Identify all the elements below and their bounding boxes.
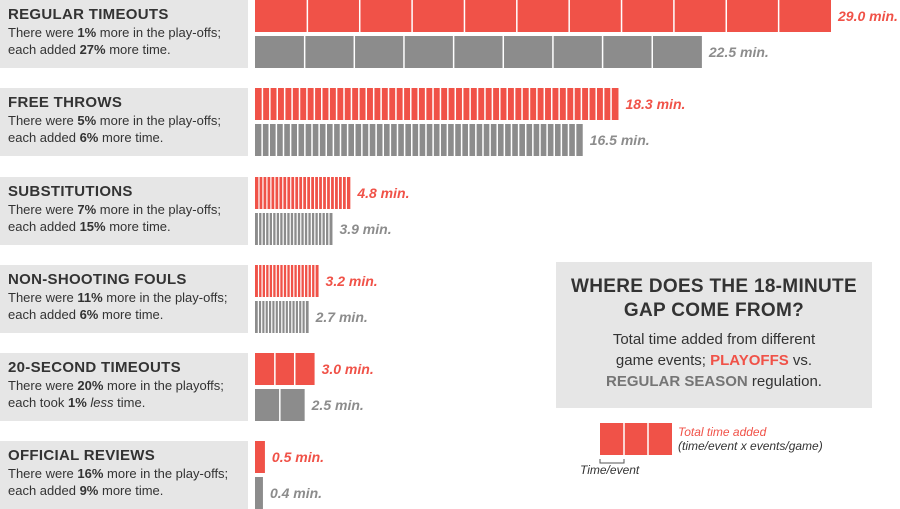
callout-playoffs-label: PLAYOFFS [710, 352, 789, 369]
callout-regular-label: REGULAR SEASON [606, 373, 748, 390]
value-label-playoffs: 3.0 min. [322, 361, 374, 377]
callout-title: WHERE DOES THE 18-MINUTE GAP COME FROM? [556, 275, 872, 323]
category-panel: REGULAR TIMEOUTS There were 1% more in th… [0, 0, 248, 68]
value-label-regular: 16.5 min. [590, 132, 650, 148]
category-description: There were 1% more in the play-offs; eac… [8, 25, 221, 57]
category-description: There were 7% more in the play-offs; eac… [8, 202, 221, 234]
category-panel: OFFICIAL REVIEWS There were 16% more in t… [0, 441, 248, 509]
value-label-regular: 2.7 min. [315, 309, 368, 325]
category-description: There were 16% more in the play-offs; ea… [8, 466, 229, 498]
callout-body-pre: game events; [615, 352, 711, 369]
value-label-regular: 3.9 min. [339, 221, 391, 237]
category-title: OFFICIAL REVIEWS [8, 447, 156, 464]
legend-bar [600, 423, 672, 455]
category-title: REGULAR TIMEOUTS [8, 6, 169, 23]
category-title: 20-SECOND TIMEOUTS [8, 359, 181, 376]
bar-playoffs [255, 88, 619, 120]
bar-playoffs [255, 0, 831, 32]
bar-regular [255, 36, 702, 68]
category-title: NON-SHOOTING FOULS [8, 271, 187, 288]
category-panel: NON-SHOOTING FOULS There were 11% more in… [0, 265, 248, 333]
category-title: SUBSTITUTIONS [8, 183, 133, 200]
bar-regular [255, 477, 263, 509]
callout-title-line1: WHERE DOES THE 18-MINUTE [571, 276, 857, 297]
value-label-playoffs: 3.2 min. [326, 273, 378, 289]
category-title: FREE THROWS [8, 94, 123, 111]
callout-box: WHERE DOES THE 18-MINUTE GAP COME FROM? … [556, 262, 872, 408]
category-description: There were 11% more in the play-offs; ea… [8, 290, 228, 322]
legend-bracket [599, 459, 625, 464]
callout-body: Total time added from different game eve… [556, 329, 872, 392]
legend-formula-label: (time/event x events/game) [678, 439, 823, 453]
bar-playoffs [255, 353, 315, 385]
category-panel: SUBSTITUTIONS There were 7% more in the p… [0, 177, 248, 245]
callout-vs: vs. [788, 352, 813, 369]
category-description: There were 5% more in the play-offs; eac… [8, 113, 221, 145]
legend-unit-label: Time/event [580, 463, 640, 477]
value-label-playoffs: 18.3 min. [625, 96, 685, 112]
category-panel: 20-SECOND TIMEOUTS There were 20% more in… [0, 353, 248, 421]
category-description: There were 20% more in the playoffs; eac… [8, 378, 224, 410]
value-label-regular: 22.5 min. [708, 44, 769, 60]
value-label-playoffs: 0.5 min. [272, 449, 324, 465]
value-label-playoffs: 4.8 min. [356, 185, 409, 201]
category-panel: FREE THROWS There were 5% more in the pla… [0, 88, 248, 156]
value-label-regular: 2.5 min. [311, 397, 364, 413]
value-label-playoffs: 29.0 min. [837, 8, 898, 24]
value-label-regular: 0.4 min. [270, 485, 322, 501]
legend-total-label: Total time added [678, 425, 767, 439]
callout-title-line2: GAP COME FROM? [623, 300, 805, 321]
callout-body-post: regulation. [747, 373, 822, 390]
callout-body-line1: Total time added from different [612, 331, 816, 348]
bar-playoffs [255, 441, 265, 473]
